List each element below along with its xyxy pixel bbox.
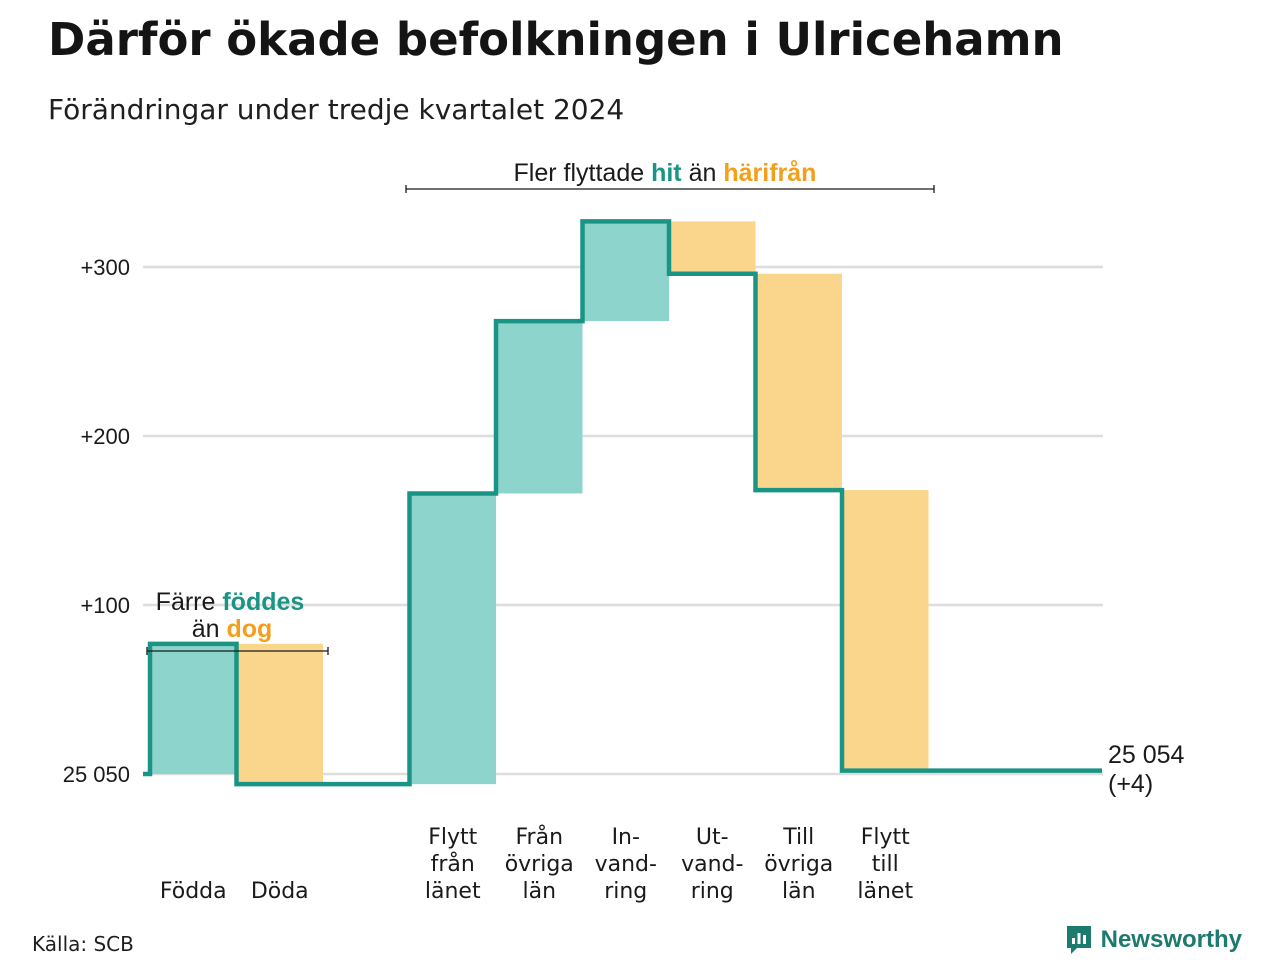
category-label: övriga — [764, 852, 833, 877]
category-label: län — [782, 879, 816, 904]
migration-annotation-prefix: Fler flyttade — [514, 159, 652, 187]
births-annotation-prefix: Färre — [156, 588, 223, 616]
chart-title: Därför ökade befolkningen i Ulricehamn — [48, 13, 1064, 66]
births-annotation-highlight: föddes — [222, 588, 304, 616]
category-label: In- — [612, 825, 640, 850]
change-bar — [409, 493, 496, 785]
change-bar — [582, 221, 669, 322]
cumulative-step-line — [143, 219, 1102, 787]
category-label: ring — [691, 879, 734, 904]
category-label: länet — [857, 879, 913, 904]
category-label: vand- — [595, 852, 657, 877]
newsworthy-brand: Newsworthy — [1065, 924, 1242, 956]
y-tick-label: +100 — [80, 593, 130, 618]
change-bar — [842, 490, 929, 771]
change-bar — [496, 321, 583, 494]
end-change: (+4) — [1108, 770, 1153, 798]
svg-text:Fler flyttade hit än härifrån: Fler flyttade hit än härifrån — [514, 159, 817, 187]
migration-annotation: Fler flyttade hit än härifrån — [405, 159, 935, 193]
end-value-label: 25 054 (+4) — [1108, 741, 1185, 798]
category-label: övriga — [505, 852, 574, 877]
y-tick-label: +200 — [80, 424, 130, 449]
newsworthy-logo-icon — [1066, 926, 1091, 954]
change-bar — [669, 221, 756, 274]
births-annotation-prefix-2: än — [192, 615, 227, 643]
births-annotation-bracket — [146, 647, 329, 655]
births-annotation-highlight-2: dog — [226, 615, 272, 643]
migration-annotation-bracket — [405, 185, 935, 193]
category-label: ring — [604, 879, 647, 904]
migration-annotation-middle: än — [689, 159, 724, 187]
change-bars — [150, 221, 929, 785]
births-annotation: Färre föddes än dog — [146, 588, 329, 655]
category-label: Ut- — [696, 825, 729, 850]
migration-annotation-highlight-hit: hit — [651, 159, 682, 187]
end-value: 25 054 — [1108, 741, 1185, 769]
category-label: vand- — [681, 852, 743, 877]
source-note: Källa: SCB — [32, 932, 134, 956]
category-label: Födda — [160, 879, 227, 904]
svg-text:Färre föddes: Färre föddes — [156, 588, 305, 616]
svg-text:än dog: än dog — [192, 615, 273, 643]
y-tick-label: 25 050 — [63, 762, 130, 787]
category-label: Döda — [251, 879, 309, 904]
change-bar — [755, 273, 842, 491]
category-label: från — [431, 851, 475, 877]
change-bar — [236, 643, 323, 785]
category-label: Flytt — [428, 825, 477, 850]
category-labels: Födda DödaFlyttfrånlänetFrånövrigalänIn-v… — [160, 824, 914, 904]
category-label: länet — [425, 879, 481, 904]
category-label: Flytt — [861, 825, 910, 850]
category-label: Till — [782, 825, 814, 850]
change-bar — [150, 643, 237, 774]
y-axis-ticks: 25 050 +100 +200 +300 — [63, 255, 130, 787]
y-tick-label: +300 — [80, 255, 130, 280]
category-label: Från — [515, 824, 563, 850]
migration-annotation-highlight-harifran: härifrån — [723, 159, 816, 187]
brand-name: Newsworthy — [1100, 926, 1242, 953]
cumulative-line — [143, 219, 1102, 787]
category-label: län — [522, 879, 556, 904]
category-label: till — [872, 852, 899, 877]
chart-subtitle: Förändringar under tredje kvartalet 2024 — [48, 93, 625, 126]
